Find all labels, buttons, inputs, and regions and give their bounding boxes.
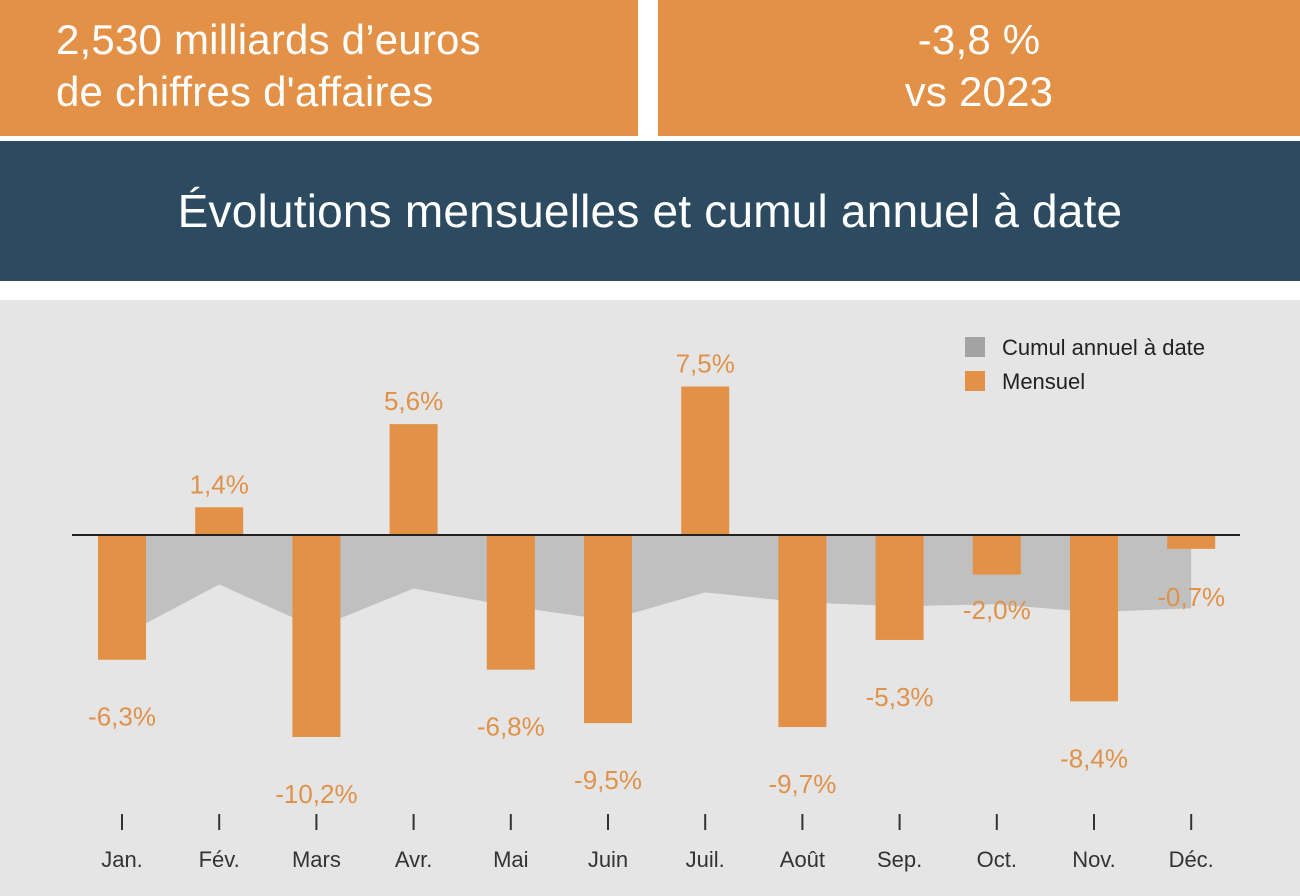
bar-label-7: -9,7% — [768, 769, 836, 799]
legend-swatch-1 — [965, 371, 985, 391]
chart-area: -6,3% 1,4% -10,2% 5,6% -6,8% -9,5% 7,5% -9,7% -5… — [0, 300, 1300, 896]
bar-label-4: -6,8% — [477, 712, 545, 742]
bar-7 — [778, 535, 827, 728]
bar-0 — [98, 535, 146, 660]
x-tick-label-2: Mars — [292, 847, 341, 872]
chart-title: Évolutions mensuelles et cumul annuel à … — [177, 185, 1123, 237]
kpi-revenue-value: 2,530 milliards d’euros — [56, 16, 481, 63]
bar-label-1: 1,4% — [190, 469, 249, 499]
bar-label-0: -6,3% — [88, 702, 156, 732]
x-tick-label-4: Mai — [493, 847, 528, 872]
bar-label-3: 5,6% — [384, 386, 443, 416]
bar-5 — [584, 535, 632, 724]
x-tick-label-5: Juin — [588, 847, 628, 872]
bar-9 — [972, 535, 1021, 575]
x-tick-label-10: Nov. — [1072, 847, 1116, 872]
kpi-change-caption: vs 2023 — [904, 68, 1054, 115]
kpi-revenue-panel: 2,530 milliards d’euros de chiffres d'af… — [0, 0, 638, 136]
bar-label-9: -2,0% — [963, 595, 1031, 625]
bar-6 — [681, 386, 730, 535]
x-tick-label-3: Avr. — [395, 847, 433, 872]
bar-10 — [1070, 535, 1118, 702]
bar-label-11: -0,7% — [1157, 582, 1225, 612]
bar-2 — [292, 535, 341, 737]
x-tick-label-7: Août — [780, 847, 825, 872]
x-tick-label-11: Déc. — [1169, 847, 1214, 872]
kpi-change-panel: -3,8 % vs 2023 — [658, 0, 1300, 136]
kpi-revenue-caption: de chiffres d'affaires — [56, 68, 434, 115]
monthly-bar-chart: -6,3% 1,4% -10,2% 5,6% -6,8% -9,5% 7,5% -9,7% -5… — [72, 335, 1240, 872]
x-tick-label-9: Oct. — [977, 847, 1017, 872]
legend-swatch-0 — [965, 337, 985, 357]
x-tick-label-1: Fév. — [199, 847, 240, 872]
bar-label-8: -5,3% — [866, 682, 934, 712]
legend-label-0: Cumul annuel à date — [1002, 335, 1205, 360]
legend-label-1: Mensuel — [1002, 369, 1085, 394]
cumul-area — [122, 535, 1192, 636]
bar-8 — [875, 535, 924, 640]
x-tick-label-0: Jan. — [101, 847, 143, 872]
bar-3 — [389, 424, 438, 535]
bar-1 — [195, 507, 244, 535]
legend: Cumul annuel à date Mensuel — [965, 335, 1205, 394]
bar-4 — [486, 535, 535, 670]
chart-title-band: Évolutions mensuelles et cumul annuel à … — [0, 141, 1300, 281]
kpi-change-value: -3,8 % — [917, 16, 1041, 63]
bar-label-10: -8,4% — [1060, 743, 1128, 773]
x-tick-label-6: Juil. — [686, 847, 725, 872]
bar-11 — [1167, 535, 1216, 549]
bar-label-5: -9,5% — [574, 765, 642, 795]
bar-label-6: 7,5% — [676, 349, 735, 379]
bar-label-2: -10,2% — [275, 779, 357, 809]
x-tick-label-8: Sep. — [877, 847, 922, 872]
